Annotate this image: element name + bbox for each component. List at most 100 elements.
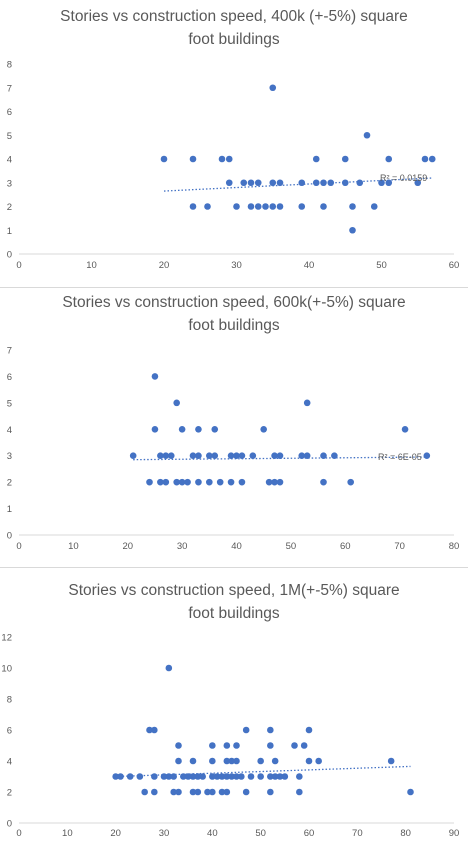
data-point bbox=[151, 788, 158, 796]
y-tick-label: 4 bbox=[7, 425, 12, 436]
data-point bbox=[271, 757, 279, 765]
y-tick-label: 1 bbox=[7, 504, 12, 515]
data-point bbox=[347, 478, 354, 486]
x-tick-label: 70 bbox=[394, 541, 405, 552]
data-point bbox=[269, 179, 277, 187]
y-tick-label: 4 bbox=[7, 155, 12, 166]
chart-title-line: Stories vs construction speed, 600k(+-5%… bbox=[62, 294, 405, 311]
data-point bbox=[213, 773, 221, 780]
x-tick-label: 40 bbox=[231, 541, 242, 552]
data-point bbox=[162, 452, 170, 460]
data-point bbox=[227, 452, 235, 460]
data-point bbox=[146, 478, 153, 486]
data-point bbox=[242, 788, 250, 796]
x-tick-label: 60 bbox=[449, 260, 460, 271]
data-point bbox=[195, 452, 202, 460]
chart-panel-1m: Stories vs construction speed, 1M(+-5%) … bbox=[0, 568, 468, 855]
y-tick-label: 10 bbox=[1, 664, 12, 675]
data-point bbox=[151, 726, 158, 734]
data-point bbox=[267, 726, 274, 734]
data-point bbox=[194, 788, 202, 796]
data-point bbox=[178, 478, 186, 486]
data-point bbox=[370, 203, 378, 210]
data-point bbox=[165, 664, 173, 672]
data-point bbox=[160, 155, 168, 163]
y-tick-label: 5 bbox=[7, 398, 12, 409]
x-tick-label: 10 bbox=[68, 541, 79, 552]
y-tick-label: 6 bbox=[7, 107, 12, 118]
data-point bbox=[175, 788, 182, 796]
data-point bbox=[189, 788, 197, 796]
data-point bbox=[151, 425, 159, 433]
data-point bbox=[117, 773, 124, 780]
data-point bbox=[218, 155, 226, 163]
data-point bbox=[407, 788, 414, 796]
x-tick-label: 0 bbox=[16, 828, 21, 839]
data-point bbox=[327, 179, 335, 187]
data-point bbox=[254, 179, 262, 187]
data-point bbox=[223, 773, 231, 780]
data-point bbox=[247, 773, 255, 780]
chart-panel-400k: Stories vs construction speed, 400k (+-5… bbox=[0, 0, 468, 287]
data-point bbox=[303, 452, 311, 460]
data-point bbox=[173, 478, 180, 486]
data-point bbox=[276, 179, 284, 187]
data-point bbox=[223, 757, 231, 765]
data-point bbox=[238, 452, 246, 460]
data-point bbox=[298, 452, 306, 460]
data-point bbox=[151, 373, 159, 380]
data-point bbox=[175, 742, 182, 749]
chart-title-line: foot buildings bbox=[188, 31, 280, 48]
data-point bbox=[195, 425, 202, 433]
x-tick-label: 30 bbox=[159, 828, 170, 839]
data-point bbox=[262, 203, 269, 210]
chart-divider bbox=[0, 287, 468, 288]
data-point bbox=[276, 478, 284, 486]
data-point bbox=[162, 478, 170, 486]
data-point bbox=[298, 203, 306, 210]
data-point bbox=[184, 773, 192, 780]
data-point bbox=[276, 773, 284, 780]
data-point bbox=[223, 788, 231, 796]
data-point bbox=[199, 773, 206, 780]
data-point bbox=[320, 452, 327, 460]
data-point bbox=[223, 742, 231, 749]
data-point bbox=[233, 773, 240, 780]
data-point bbox=[228, 757, 235, 765]
data-point bbox=[341, 155, 349, 163]
r-squared-label: R² = 6E-05 bbox=[378, 452, 422, 462]
chart-title-line: foot buildings bbox=[188, 605, 280, 622]
data-point bbox=[385, 155, 393, 163]
data-point bbox=[296, 788, 303, 796]
data-point bbox=[271, 452, 278, 460]
data-point bbox=[184, 478, 191, 486]
scatter-chart-400k: Stories vs construction speed, 400k (+-5… bbox=[7, 8, 460, 271]
x-tick-label: 30 bbox=[231, 260, 242, 271]
data-point bbox=[320, 478, 327, 486]
x-tick-label: 80 bbox=[449, 541, 460, 552]
data-point bbox=[189, 452, 197, 460]
x-tick-label: 40 bbox=[304, 260, 315, 271]
data-point bbox=[428, 155, 436, 163]
data-point bbox=[349, 203, 356, 210]
data-point bbox=[189, 757, 197, 765]
scatter-chart-1m: Stories vs construction speed, 1M(+-5%) … bbox=[1, 582, 460, 839]
y-tick-label: 8 bbox=[7, 695, 12, 706]
data-point bbox=[189, 773, 197, 780]
y-tick-label: 4 bbox=[7, 757, 12, 768]
data-point bbox=[170, 773, 177, 780]
data-point bbox=[204, 203, 211, 210]
data-point bbox=[423, 452, 431, 460]
data-point bbox=[281, 773, 289, 780]
data-point bbox=[216, 478, 224, 486]
data-point bbox=[157, 452, 164, 460]
y-tick-label: 6 bbox=[7, 372, 12, 383]
x-tick-label: 50 bbox=[255, 828, 266, 839]
data-point bbox=[141, 788, 148, 796]
trendline bbox=[163, 177, 433, 192]
data-point bbox=[146, 726, 153, 734]
x-tick-label: 90 bbox=[449, 828, 460, 839]
data-point bbox=[173, 399, 180, 407]
data-point bbox=[225, 155, 233, 163]
data-point bbox=[180, 773, 187, 780]
